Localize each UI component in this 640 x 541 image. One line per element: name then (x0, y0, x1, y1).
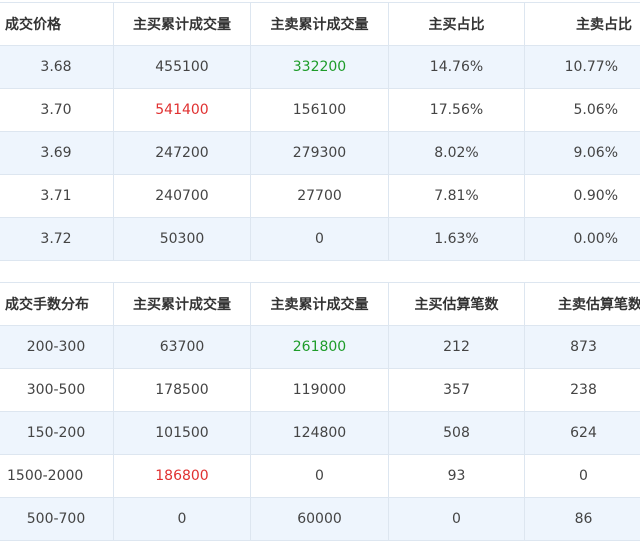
table-row: 500-700 0 60000 0 86 (0, 497, 640, 541)
sell-volume-cell: 0 (250, 454, 389, 498)
column-header-sell-volume[interactable]: 主卖累计成交量 (250, 2, 389, 46)
buy-ratio-cell: 8.02% (388, 131, 525, 175)
volume-distribution-table: 成交手数分布 主买累计成交量 主卖累计成交量 主买估算笔数 主卖估算笔数 200… (0, 282, 640, 541)
sell-volume-cell: 261800 (250, 325, 389, 369)
table-row: 200-300 63700 261800 212 873 (0, 325, 640, 369)
buy-volume-cell: 247200 (113, 131, 251, 175)
sell-volume-cell: 332200 (250, 45, 389, 89)
buy-count-cell: 0 (388, 497, 525, 541)
sell-count-cell: 624 (524, 411, 640, 455)
column-header-sell-ratio[interactable]: 主卖占比 (524, 2, 640, 46)
column-header-buy-volume[interactable]: 主买累计成交量 (113, 282, 251, 326)
buy-count-cell: 212 (388, 325, 525, 369)
buy-ratio-cell: 14.76% (388, 45, 525, 89)
buy-count-cell: 93 (388, 454, 525, 498)
column-header-buy-ratio[interactable]: 主买占比 (388, 2, 525, 46)
sell-volume-cell: 27700 (250, 174, 389, 218)
price-cell: 3.72 (0, 217, 114, 261)
sell-count-cell: 873 (524, 325, 640, 369)
column-header-lot-range[interactable]: 成交手数分布 (0, 282, 114, 326)
sell-ratio-cell: 10.77% (524, 45, 640, 89)
lot-range-cell: 500-700 (0, 497, 114, 541)
sell-count-cell: 238 (524, 368, 640, 412)
table-row: 3.69 247200 279300 8.02% 9.06% (0, 131, 640, 175)
buy-volume-cell: 0 (113, 497, 251, 541)
buy-volume-cell: 541400 (113, 88, 251, 132)
sell-volume-cell: 156100 (250, 88, 389, 132)
table-row: 150-200 101500 124800 508 624 (0, 411, 640, 455)
table-row: 3.70 541400 156100 17.56% 5.06% (0, 88, 640, 132)
buy-ratio-cell: 1.63% (388, 217, 525, 261)
column-header-sell-volume[interactable]: 主卖累计成交量 (250, 282, 389, 326)
buy-volume-cell: 101500 (113, 411, 251, 455)
sell-ratio-cell: 0.00% (524, 217, 640, 261)
sell-volume-cell: 0 (250, 217, 389, 261)
buy-volume-cell: 240700 (113, 174, 251, 218)
sell-volume-cell: 279300 (250, 131, 389, 175)
table-row: 3.72 50300 0 1.63% 0.00% (0, 217, 640, 261)
price-distribution-table: 成交价格 主买累计成交量 主卖累计成交量 主买占比 主卖占比 3.68 4551… (0, 2, 640, 261)
buy-ratio-cell: 7.81% (388, 174, 525, 218)
column-header-buy-volume[interactable]: 主买累计成交量 (113, 2, 251, 46)
table-row: 300-500 178500 119000 357 238 (0, 368, 640, 412)
sell-ratio-cell: 5.06% (524, 88, 640, 132)
buy-count-cell: 357 (388, 368, 525, 412)
sell-volume-cell: 124800 (250, 411, 389, 455)
table-row: 3.71 240700 27700 7.81% 0.90% (0, 174, 640, 218)
lot-range-cell: 1500-2000 (0, 454, 114, 498)
buy-volume-cell: 50300 (113, 217, 251, 261)
buy-volume-cell: 455100 (113, 45, 251, 89)
price-cell: 3.71 (0, 174, 114, 218)
lot-range-cell: 150-200 (0, 411, 114, 455)
buy-volume-cell: 186800 (113, 454, 251, 498)
sell-volume-cell: 119000 (250, 368, 389, 412)
table-row: 3.68 455100 332200 14.76% 10.77% (0, 45, 640, 89)
table-header-row: 成交手数分布 主买累计成交量 主卖累计成交量 主买估算笔数 主卖估算笔数 (0, 282, 640, 326)
sell-ratio-cell: 0.90% (524, 174, 640, 218)
price-cell: 3.69 (0, 131, 114, 175)
lot-range-cell: 200-300 (0, 325, 114, 369)
sell-count-cell: 86 (524, 497, 640, 541)
sell-volume-cell: 60000 (250, 497, 389, 541)
column-header-price[interactable]: 成交价格 (0, 2, 114, 46)
table-row: 1500-2000 186800 0 93 0 (0, 454, 640, 498)
buy-ratio-cell: 17.56% (388, 88, 525, 132)
column-header-sell-count[interactable]: 主卖估算笔数 (524, 282, 640, 326)
price-cell: 3.68 (0, 45, 114, 89)
buy-volume-cell: 63700 (113, 325, 251, 369)
lot-range-cell: 300-500 (0, 368, 114, 412)
buy-volume-cell: 178500 (113, 368, 251, 412)
table-header-row: 成交价格 主买累计成交量 主卖累计成交量 主买占比 主卖占比 (0, 2, 640, 46)
price-cell: 3.70 (0, 88, 114, 132)
column-header-buy-count[interactable]: 主买估算笔数 (388, 282, 525, 326)
sell-count-cell: 0 (524, 454, 640, 498)
sell-ratio-cell: 9.06% (524, 131, 640, 175)
buy-count-cell: 508 (388, 411, 525, 455)
